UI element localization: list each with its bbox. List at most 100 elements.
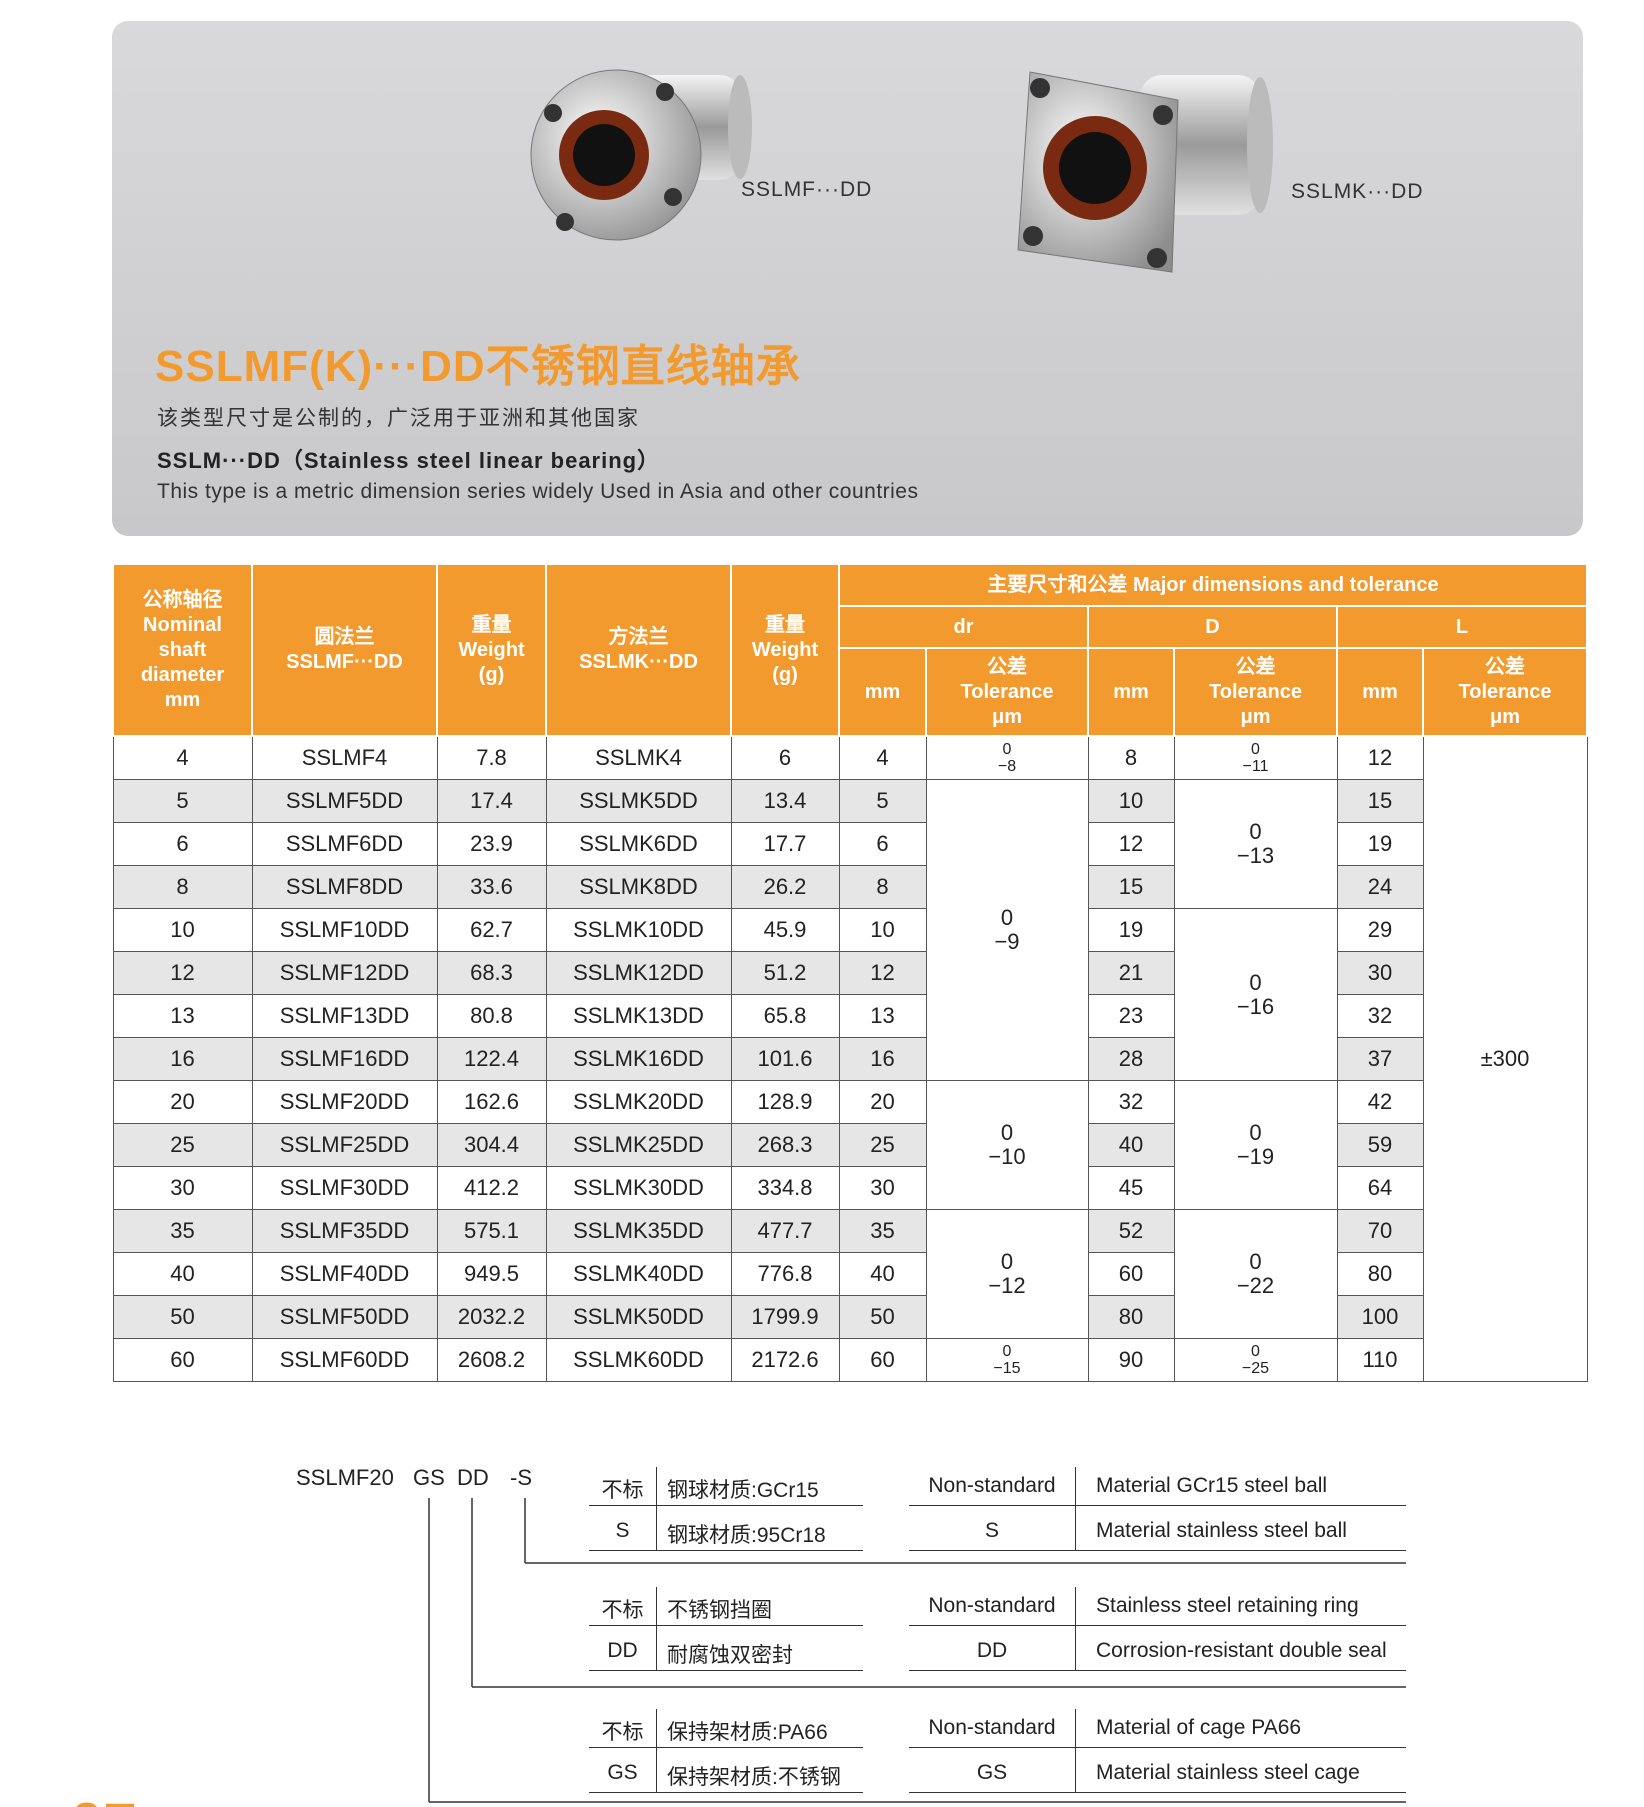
option-text: Non-standard [928,1594,1056,1617]
option-text: 不标 [601,1479,644,1502]
cell: 50 [112,1295,253,1339]
cell: 35 [112,1209,253,1253]
product-images [530,69,1273,273]
tolerance-cell: 0 −19 [1173,1080,1338,1210]
mm-header: mm [1087,647,1175,737]
tolerance-lower: −9 [994,929,1020,954]
tolerance-lower: −10 [988,1144,1026,1169]
cell: SSLMF20DD [251,1080,438,1124]
cell: SSLMK50DD [545,1295,732,1339]
tolerance-cell: 0 −11 [1173,735,1338,780]
cell: 4 [112,735,253,780]
data-row: 60 SSLMF60DD 2608.2 SSLMK60DD 2172.6 60 0 −15 90… [112,1338,1587,1382]
cell: 12 [112,951,253,995]
cell: SSLMK40DD [545,1252,732,1296]
cell: SSLMK25DD [545,1123,732,1167]
data-row: 5 SSLMF5DD 17.4 SSLMK5DD 13.4 5 0 −9 10 0 −13 15 [112,779,1587,1081]
separator [656,1709,657,1793]
cell: 6 [838,822,927,866]
cell: 45.9 [730,908,840,952]
cell: 17.4 [436,779,547,823]
cell: 42 [1336,1080,1424,1124]
header-row: mm 公差 Tolerance μm mm 公差 Tolerance μm mm 公差 Tolera… [113,647,1588,737]
cell: 8 [1087,735,1175,780]
cell: SSLMK4 [545,735,732,780]
text-line: 公称轴径 [142,588,223,611]
cell: SSLMF16DD [251,1037,438,1081]
tolerance-lower: −8 [997,758,1017,775]
option-text: 不标 [601,1721,644,1744]
tolerance-cell: 0 −22 [1173,1209,1338,1339]
cell: SSLMK60DD [545,1338,732,1382]
mm-header: mm [1336,647,1424,737]
cell: 30 [112,1166,253,1210]
text-line: shaft [158,638,207,661]
tolerance-lower: −11 [1242,758,1269,775]
rule-line [589,1670,863,1671]
data-row: 40 SSLMF40DD 949.5 SSLMK40DD 776.8 40 60 80 [112,1252,1587,1296]
text-line: 圆法兰 [314,626,375,648]
subtitle-en: SSLM···DD（Stainless steel linear bearing… [157,448,661,473]
cell: SSLMK13DD [545,994,732,1038]
ordering-diagram-lines [428,1498,1406,1803]
cell: 20 [838,1080,927,1124]
cell: 33.6 [436,865,547,909]
tolerance-upper: 0 [1000,1249,1014,1274]
text-line: Weight [751,638,819,661]
rule-line [909,1670,1406,1671]
tolerance-upper: 0 [1249,819,1262,844]
data-row: 20 SSLMF20DD 162.6 SSLMK20DD 128.9 20 0 −10 32 0−… [112,1080,1587,1210]
rule-line [909,1505,1406,1506]
cell: SSLMK8DD [545,865,732,909]
tolerance-upper: 0 [1000,1120,1014,1145]
code-part: GS [413,1465,445,1490]
tolerance-lower: −16 [1236,993,1275,1019]
tolerance-cell: 0 −13 [1173,779,1338,909]
option-text: Corrosion-resistant double seal [1096,1639,1387,1662]
text-line: Tolerance [960,680,1054,703]
option-text: DD [607,1639,638,1662]
column-header: 方法兰 SSLMK···DD [545,563,732,737]
tolerance-cell: 0 −12 [925,1209,1089,1339]
text-line: μm [1240,705,1271,728]
data-row: 8 SSLMF8DD 33.6 SSLMK8DD 26.2 8 15 24 [112,865,1587,909]
cell: 24 [1336,865,1424,909]
tolerance-upper: 0 [1251,741,1260,758]
tolerance-lower: −13 [1236,843,1275,868]
cell: SSLMF12DD [251,951,438,995]
option-text: 保持架材质:不锈钢 [667,1766,841,1789]
cell: 40 [112,1252,253,1296]
cell: 68.3 [436,951,547,995]
cell: 4 [838,735,927,780]
cell: 20 [112,1080,253,1124]
header-panel [112,21,1583,536]
option-text: S [984,1519,999,1542]
option-text: 钢球材质:95Cr18 [667,1524,826,1547]
text-line: (g) [478,663,505,686]
cell: SSLMF50DD [251,1295,438,1339]
cell: 334.8 [730,1166,840,1210]
cell: 40 [838,1252,927,1296]
cell: 70 [1336,1209,1424,1253]
cell: 80 [1336,1252,1424,1296]
cell: SSLMK12DD [545,951,732,995]
rule-line [909,1550,1406,1551]
option-text: Material stainless steel cage [1096,1761,1360,1784]
text-line: SSLMK···DD [579,651,698,673]
option-text: Material GCr15 steel ball [1096,1474,1328,1497]
tolerance-header: 公差 Tolerance μm [1422,647,1588,737]
tolerance-lower: −19 [1236,1144,1275,1169]
cell: 19 [1336,822,1424,866]
cell: SSLMF35DD [251,1209,438,1253]
cell: 30 [1336,951,1424,995]
cell: 19 [1087,908,1175,952]
header-row: 公称轴径 Nominal shaft diameter mm 圆法兰 SSLMF···DD 重… [112,563,1588,737]
cell: 10 [838,908,927,952]
data-row: 25 SSLMF25DD 304.4 SSLMK25DD 268.3 25 40 59 [112,1123,1587,1167]
tolerance-cell: ±300 [1422,735,1588,1382]
cell: 80.8 [436,994,547,1038]
rule-line [589,1505,863,1506]
text-line: Weight [458,638,525,661]
cell: 268.3 [730,1123,840,1167]
cell: 10 [1087,779,1175,823]
